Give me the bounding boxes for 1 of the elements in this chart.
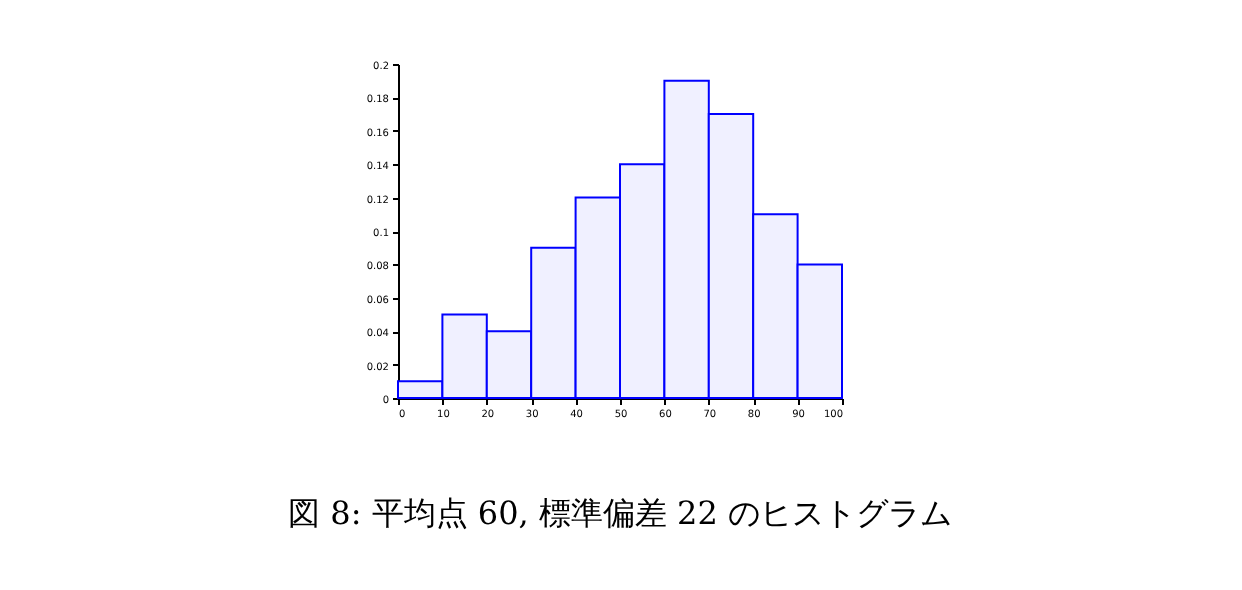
caption: 図 8: 平均点 60, 標準偏差 22 のヒストグラム [288, 494, 952, 532]
